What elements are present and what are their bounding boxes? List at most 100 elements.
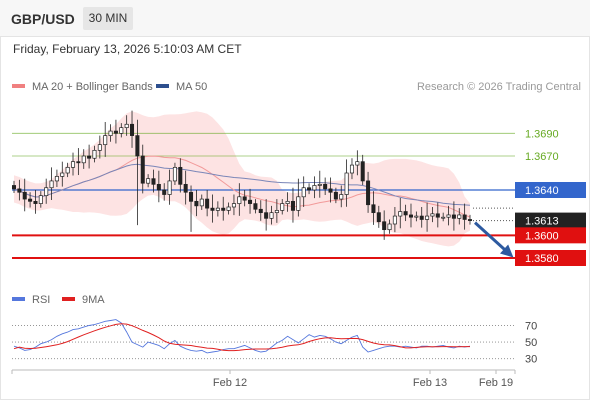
rsi-tick-70: 70 <box>525 320 537 332</box>
candle-body <box>205 198 210 209</box>
candle-body <box>414 215 419 218</box>
x-tick-label-0: Feb 12 <box>213 377 247 389</box>
candle-body <box>435 213 440 218</box>
forecast-arrow-shaft <box>473 221 511 255</box>
candle-body <box>451 214 456 219</box>
candle-body <box>140 155 145 184</box>
candlesticks <box>11 110 473 240</box>
candle-body <box>119 127 124 134</box>
symbol-label: GBP/USD <box>11 11 75 27</box>
candle-body <box>328 188 333 193</box>
legend-label-0: MA 20 + Bollinger Bands <box>32 81 153 93</box>
timeframe-button[interactable]: 30 MIN <box>83 7 133 30</box>
candle-body <box>274 210 279 214</box>
candle-body <box>151 178 156 185</box>
candle-body <box>70 161 76 168</box>
legend-swatch-0 <box>12 84 25 88</box>
level-label-1.3640: 1.3640 <box>525 185 559 197</box>
candle-body <box>317 183 322 186</box>
candle-body <box>103 135 108 146</box>
level-tag-1.3600 <box>515 227 586 244</box>
candle-body <box>269 212 274 219</box>
candle-body <box>183 183 188 193</box>
level-label-1.3580: 1.3580 <box>525 253 559 265</box>
candle-body <box>333 191 338 200</box>
candle-body <box>33 200 38 204</box>
level-tag-1.3580 <box>515 250 586 266</box>
candle-body <box>124 123 129 129</box>
level-labels: 1.3690 1.3670 1.3640 1.3613 1.3600 1.3580 <box>515 128 586 266</box>
candle-body <box>349 164 354 174</box>
level-tag-1.3613 <box>515 212 586 229</box>
bollinger-band-fill <box>14 111 470 247</box>
chart-datetime: Friday, February 13, 2026 5:10:03 AM CET <box>13 42 242 56</box>
candle-body <box>11 185 17 190</box>
candle-body <box>296 196 301 211</box>
candle-body <box>65 166 70 174</box>
candle-body <box>408 214 414 218</box>
title-bar: GBP/USD 30 MIN <box>0 0 590 36</box>
candle-body <box>231 203 236 208</box>
candle-body <box>376 212 381 223</box>
candle-body <box>237 196 242 204</box>
candle-body <box>355 161 360 166</box>
rsi-panel: 70 50 30 <box>12 319 537 366</box>
credit-text: Research © 2026 Trading Central <box>417 81 581 93</box>
candle-body <box>467 219 473 221</box>
candle-body <box>199 198 204 207</box>
candle-body <box>194 200 199 207</box>
candle-body <box>172 166 177 182</box>
candle-body <box>280 203 285 211</box>
candle-body <box>162 189 167 195</box>
rsi-line <box>13 319 471 354</box>
candle-body <box>430 213 435 217</box>
candle-body <box>285 200 290 204</box>
forecast-arrow-head <box>500 244 514 258</box>
candle-body <box>210 207 215 211</box>
candle-body <box>253 203 258 210</box>
candle-body <box>28 198 33 202</box>
key-levels <box>12 132 515 259</box>
candle-body <box>398 211 403 217</box>
candle-body <box>17 188 22 193</box>
moving-averages <box>13 155 471 218</box>
candle-body <box>441 216 446 219</box>
candle-body <box>97 144 102 151</box>
candle-body <box>403 211 408 216</box>
level-label-1.3600: 1.3600 <box>525 230 559 242</box>
candle-body <box>242 196 247 201</box>
candle-body <box>44 187 49 197</box>
level-label-1.3613: 1.3613 <box>525 216 559 228</box>
candle-body <box>419 215 424 220</box>
legend-swatch-1 <box>156 84 169 88</box>
candle-body <box>81 155 86 164</box>
x-tick-label-2: Feb 19 <box>479 377 513 389</box>
candle-body <box>156 183 161 191</box>
candle-body <box>290 200 295 211</box>
last-price-line <box>473 207 515 222</box>
candle-body <box>301 187 306 198</box>
rsi-legend: RSI 9MA <box>12 294 105 306</box>
candle-body <box>366 180 371 206</box>
level-label-1.3690: 1.3690 <box>525 128 559 140</box>
rsi-ma9-line <box>13 323 470 352</box>
candle-body <box>248 199 253 204</box>
level-label-1.3670: 1.3670 <box>525 151 559 163</box>
rsi-tick-50: 50 <box>525 337 537 349</box>
candle-body <box>38 195 43 204</box>
candle-body <box>258 208 263 214</box>
candle-body <box>92 149 97 159</box>
candle-body <box>113 130 118 134</box>
candle-body <box>221 207 226 211</box>
candle-body <box>130 123 135 136</box>
candle-body <box>87 155 92 159</box>
level-tag-1.3640 <box>515 182 586 198</box>
candle-body <box>76 161 81 164</box>
forecast-arrow <box>473 221 514 258</box>
ma50-line <box>13 163 471 206</box>
x-tick-label-1: Feb 13 <box>413 377 447 389</box>
candle-body <box>49 180 54 189</box>
candle-body <box>344 172 349 195</box>
legend: MA 20 + Bollinger Bands MA 50 <box>12 81 207 93</box>
rsi-legend-label-1: 9MA <box>82 294 105 306</box>
